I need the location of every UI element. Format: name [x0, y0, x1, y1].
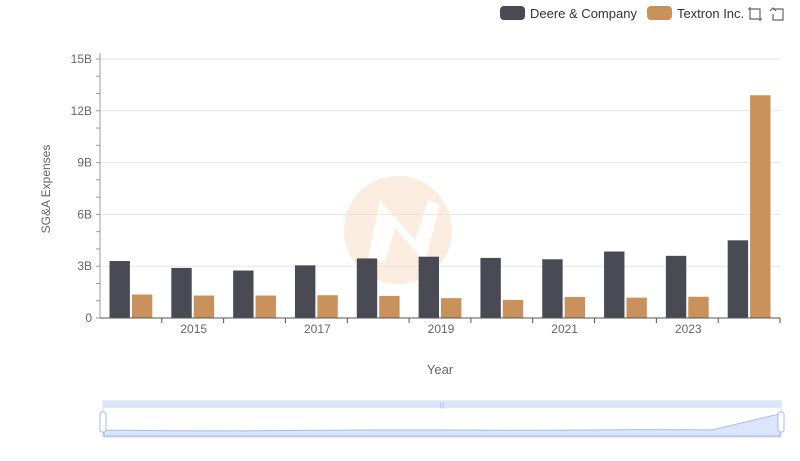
bar-deere-2018[interactable]	[356, 258, 378, 318]
bar-deere-2020[interactable]	[480, 257, 501, 318]
zoom-reset-icon[interactable]	[769, 6, 785, 22]
bar-textron-2024[interactable]	[750, 95, 771, 318]
bar-textron-2020[interactable]	[502, 299, 524, 318]
bar-deere-2024[interactable]	[727, 240, 749, 318]
y-tick-label: 15B	[71, 52, 92, 66]
bar-textron-2017[interactable]	[317, 295, 338, 318]
bar-deere-2023[interactable]	[665, 255, 687, 318]
bar-deere-2019[interactable]	[418, 256, 439, 318]
x-tick-label: 2021	[551, 322, 578, 336]
bar-textron-2015[interactable]	[193, 295, 215, 318]
zoom-handle-left[interactable]	[99, 411, 107, 433]
legend-item-textron[interactable]: Textron Inc.	[646, 5, 745, 21]
y-tick-label: 3B	[77, 259, 92, 273]
bar-textron-2014[interactable]	[131, 294, 153, 318]
bar-textron-2016[interactable]	[255, 295, 276, 318]
x-tick-label: 2015	[180, 322, 207, 336]
bar-deere-2016[interactable]	[233, 270, 254, 318]
bar-deere-2015[interactable]	[171, 267, 192, 318]
chart-legend: Deere & Company Textron Inc.	[500, 4, 744, 22]
legend-swatch-textron	[646, 6, 672, 20]
bar-textron-2018[interactable]	[379, 295, 400, 318]
bar-deere-2021[interactable]	[542, 259, 563, 318]
legend-swatch-deere	[500, 6, 525, 20]
y-tick-label: 6B	[77, 207, 92, 221]
bar-deere-2022[interactable]	[604, 251, 625, 318]
bar-chart: 0 3B 6B 9B 12B 15B 2015 2017 2019 2021 2023 Year S…	[39, 52, 781, 377]
bar-deere-2014[interactable]	[109, 261, 130, 318]
y-tick-label: 12B	[71, 104, 92, 118]
bar-textron-2021[interactable]	[564, 296, 586, 318]
bar-textron-2022[interactable]	[626, 297, 647, 318]
x-tick-label: 2019	[428, 322, 455, 336]
zoom-preview-area	[103, 413, 781, 437]
x-tick-label: 2023	[675, 322, 702, 336]
zoom-grip-icon[interactable]: |||	[440, 403, 445, 409]
zoom-handle-right[interactable]	[777, 411, 785, 433]
y-tick-label: 9B	[77, 156, 92, 170]
zoom-top-bar[interactable]	[103, 401, 781, 408]
zoom-select-icon[interactable]	[747, 6, 763, 22]
bar-textron-2023[interactable]	[688, 296, 709, 318]
bar-deere-2017[interactable]	[294, 265, 316, 318]
bar-textron-2019[interactable]	[441, 298, 462, 318]
legend-label-textron: Textron Inc.	[676, 5, 745, 21]
y-tick-label: 0	[85, 311, 92, 325]
legend-item-deere[interactable]: Deere & Company	[500, 6, 637, 21]
chart-toolbox	[747, 6, 785, 22]
x-tick-label: 2017	[304, 322, 331, 336]
y-axis-title: SG&A Expenses	[39, 145, 53, 234]
legend-label-deere: Deere & Company	[530, 5, 637, 21]
x-axis-title: Year	[427, 362, 454, 377]
